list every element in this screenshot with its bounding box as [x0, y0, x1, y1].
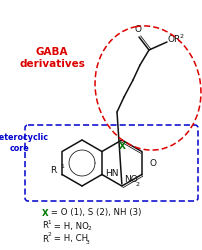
Text: GABA
derivatives: GABA derivatives: [19, 47, 85, 69]
Text: O: O: [135, 25, 141, 34]
Text: NO: NO: [124, 175, 138, 184]
Text: 2: 2: [88, 226, 92, 232]
Text: X: X: [42, 208, 49, 218]
Text: HN: HN: [105, 169, 119, 178]
Text: R: R: [50, 166, 56, 175]
Text: R: R: [42, 234, 48, 244]
Text: 2: 2: [136, 182, 140, 187]
Text: OR: OR: [168, 36, 181, 44]
Text: 2: 2: [47, 232, 51, 237]
Text: = O (1), S (2), NH (3): = O (1), S (2), NH (3): [48, 208, 141, 218]
Text: X: X: [118, 142, 125, 151]
Text: O: O: [150, 158, 157, 168]
Text: 1: 1: [60, 164, 64, 169]
Text: 3: 3: [86, 240, 90, 244]
Text: = H, CH: = H, CH: [51, 234, 88, 244]
Text: 2: 2: [179, 34, 183, 38]
Text: R: R: [42, 222, 48, 230]
Text: = H, NO: = H, NO: [51, 222, 89, 230]
Text: Heterocyclic
core: Heterocyclic core: [0, 133, 48, 153]
Text: 1: 1: [47, 220, 51, 224]
